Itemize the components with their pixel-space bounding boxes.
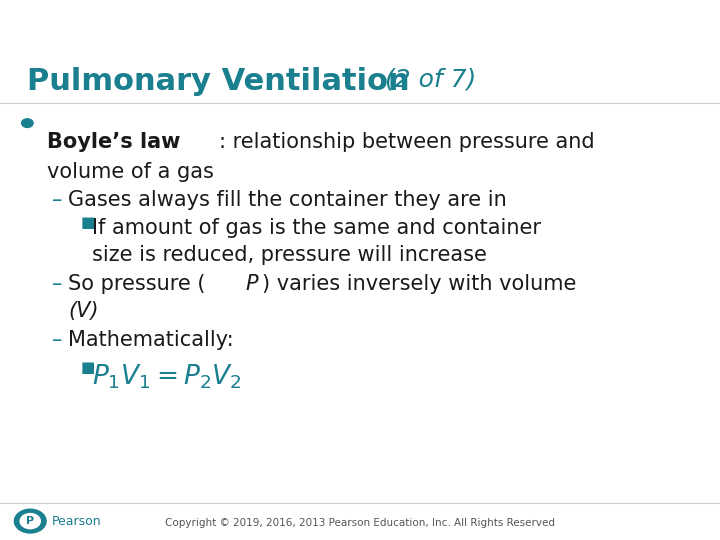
Text: –: – xyxy=(52,330,62,350)
Text: Gases always fill the container they are in: Gases always fill the container they are… xyxy=(68,190,507,210)
Text: P: P xyxy=(246,274,258,294)
Text: So pressure (: So pressure ( xyxy=(68,274,206,294)
Text: (2 of 7): (2 of 7) xyxy=(377,68,476,91)
Text: volume of a gas: volume of a gas xyxy=(47,162,214,182)
Text: Pearson: Pearson xyxy=(52,515,102,528)
Text: ■: ■ xyxy=(81,360,95,375)
Text: (V): (V) xyxy=(68,301,99,321)
Text: size is reduced, pressure will increase: size is reduced, pressure will increase xyxy=(92,245,487,265)
Text: Boyle’s law: Boyle’s law xyxy=(47,132,180,152)
Text: –: – xyxy=(52,274,62,294)
Text: Copyright © 2019, 2016, 2013 Pearson Education, Inc. All Rights Reserved: Copyright © 2019, 2016, 2013 Pearson Edu… xyxy=(165,518,555,528)
Text: ) varies inversely with volume: ) varies inversely with volume xyxy=(262,274,577,294)
Text: : relationship between pressure and: : relationship between pressure and xyxy=(219,132,595,152)
Text: If amount of gas is the same and container: If amount of gas is the same and contain… xyxy=(92,218,541,238)
Text: ■: ■ xyxy=(81,215,95,230)
Circle shape xyxy=(14,509,46,533)
Text: Mathematically:: Mathematically: xyxy=(68,330,234,350)
Text: –: – xyxy=(52,190,62,210)
Text: $\mathit{P}_1\mathit{V}_1 = \mathit{P}_2\mathit{V}_2$: $\mathit{P}_1\mathit{V}_1 = \mathit{P}_2… xyxy=(92,363,242,391)
Circle shape xyxy=(20,514,40,529)
Text: Pulmonary Ventilation: Pulmonary Ventilation xyxy=(27,68,410,97)
Circle shape xyxy=(22,119,33,127)
Text: P: P xyxy=(26,516,35,526)
